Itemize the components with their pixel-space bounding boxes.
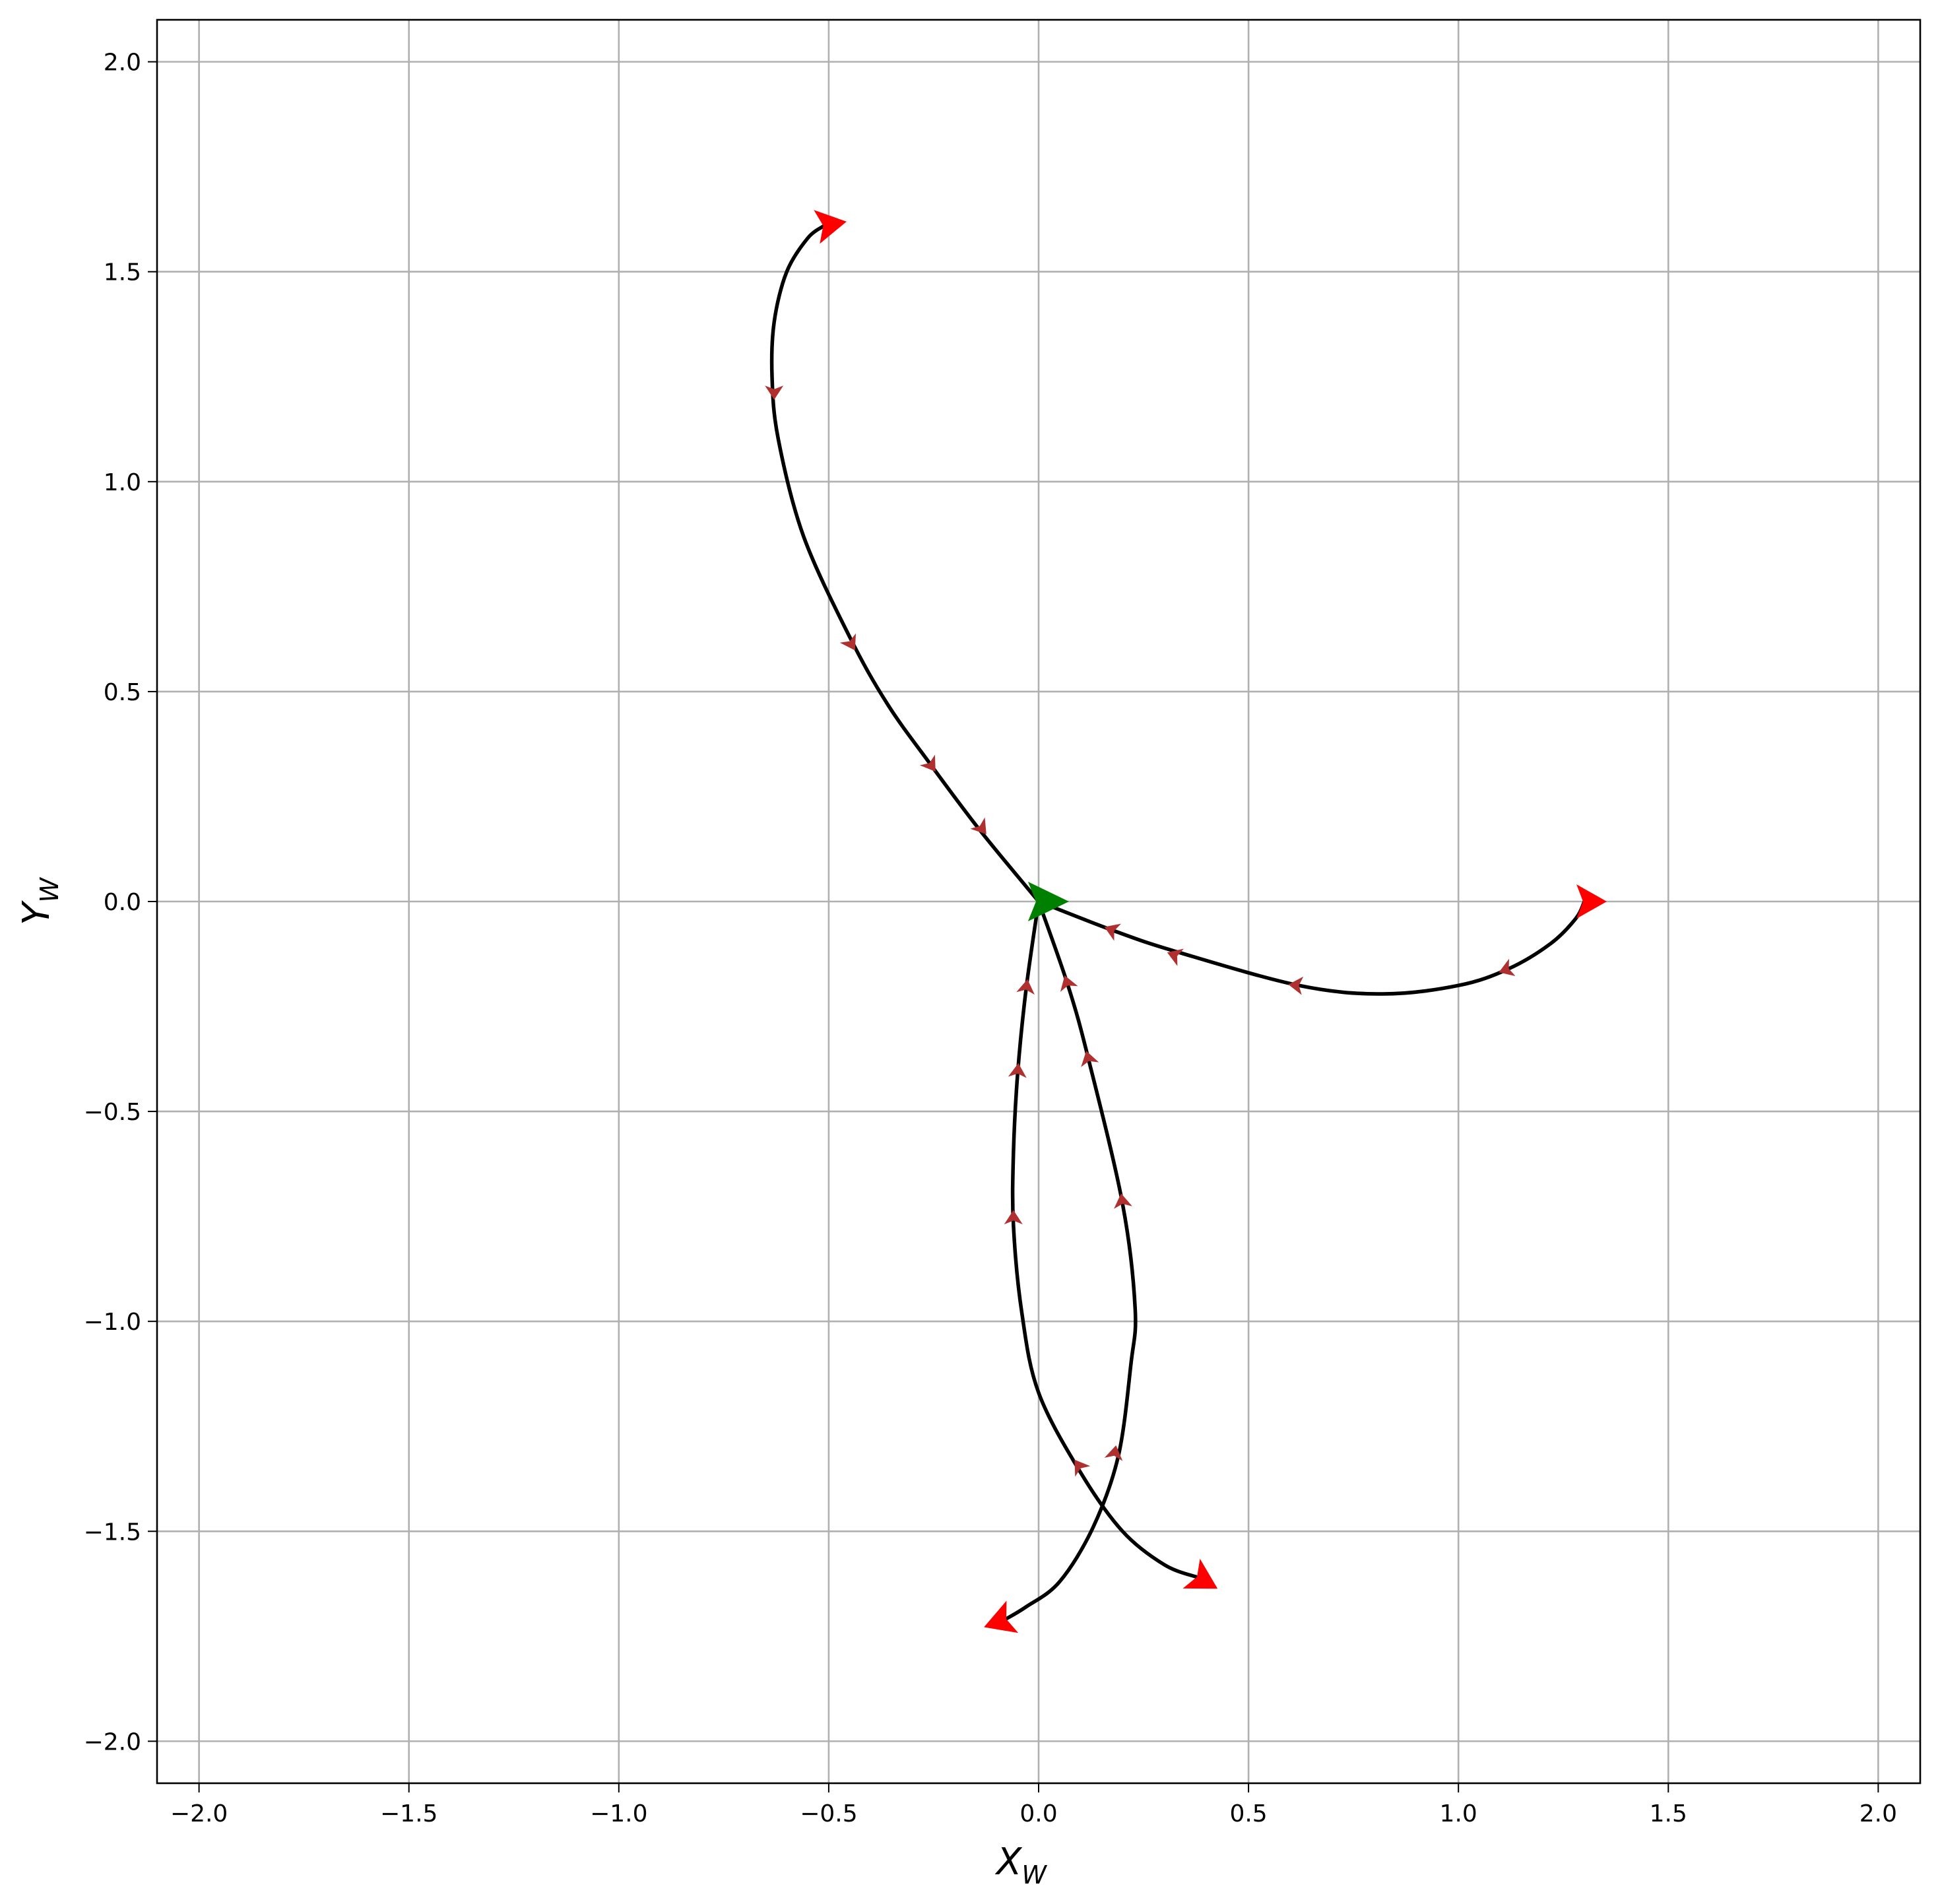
trajectory-line [1010, 900, 1200, 1580]
x-tick-label: −2.0 [170, 1800, 228, 1827]
direction-arrow [1004, 1210, 1023, 1225]
y-tick-label: 1.0 [104, 469, 141, 496]
direction-arrow [1060, 975, 1078, 992]
x-tick-label: −1.0 [590, 1800, 647, 1827]
x-tick-label: 1.5 [1650, 1800, 1687, 1827]
x-tick-label: 1.0 [1440, 1800, 1477, 1827]
y-tick-label: 1.5 [104, 259, 141, 286]
direction-arrow [1288, 976, 1304, 995]
x-tick-label: 2.0 [1859, 1800, 1897, 1827]
y-tick-label: 2.0 [104, 49, 141, 77]
plot-frame [156, 18, 1922, 1785]
endpoint-marker [814, 210, 847, 244]
x-tick-label: −1.5 [380, 1800, 437, 1827]
y-axis-label-sub: W [35, 877, 64, 903]
y-axis-label: YW [15, 877, 64, 925]
ticks-layer: −2.0 −1.5 −1.0 −0.5 0.0 0.5 1.0 1.5 2.0 −2.0 −1.5 −… [84, 49, 1897, 1827]
direction-arrow [1167, 948, 1184, 966]
series-layer [769, 223, 1586, 1622]
y-axis-label-main: Y [15, 900, 58, 925]
y-tick-label: 0.5 [104, 679, 141, 706]
trajectory-line [1037, 900, 1586, 996]
endpoint-marker [984, 1600, 1019, 1633]
origin-marker [1027, 882, 1069, 921]
y-tick-label: −1.5 [84, 1519, 141, 1546]
direction-arrow [1499, 958, 1516, 977]
direction-arrow [1081, 1051, 1099, 1067]
x-tick-label: 0.5 [1229, 1800, 1267, 1827]
direction-arrow [970, 817, 986, 835]
trajectory-line [1003, 900, 1138, 1622]
markers-layer [765, 210, 1607, 1633]
direction-arrow [1114, 1193, 1132, 1209]
y-tick-label: −0.5 [84, 1099, 141, 1126]
direction-arrow [1016, 979, 1035, 995]
endpoint-marker [1576, 884, 1607, 919]
y-tick-label: −1.0 [84, 1309, 141, 1336]
endpoint-marker [1182, 1558, 1218, 1589]
direction-arrow [765, 385, 784, 400]
y-tick-label: −2.0 [84, 1728, 141, 1756]
direction-arrow [1008, 1063, 1027, 1078]
direction-arrow [919, 754, 936, 772]
x-axis-label-main: X [994, 1841, 1023, 1884]
x-axis-label-sub: W [1021, 1860, 1047, 1889]
direction-arrow [1074, 1459, 1091, 1477]
x-tick-label: 0.0 [1019, 1800, 1057, 1827]
direction-arrow [1104, 1445, 1123, 1461]
trajectory-line [769, 223, 1041, 903]
direction-arrow [839, 633, 857, 651]
x-tick-label: −0.5 [800, 1800, 857, 1827]
x-axis-label: XW [994, 1841, 1047, 1889]
direction-arrow [1104, 923, 1121, 941]
y-tick-label: 0.0 [104, 889, 141, 916]
